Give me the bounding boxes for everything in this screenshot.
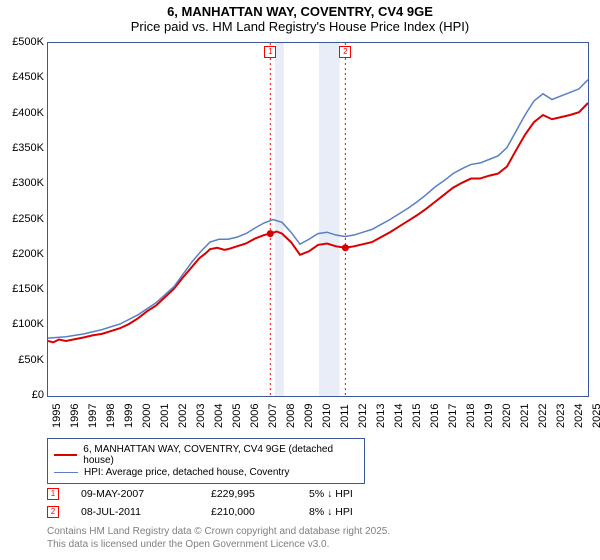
xtick-label: 1995 <box>51 404 63 428</box>
xtick-label: 2023 <box>555 404 567 428</box>
xtick-label: 2008 <box>285 404 297 428</box>
legend-swatch <box>54 454 77 456</box>
xtick-label: 2011 <box>339 404 351 428</box>
legend-swatch <box>54 472 78 473</box>
ytick-label: £0 <box>32 389 44 401</box>
ytick-label: £250K <box>12 213 44 225</box>
xtick-label: 2007 <box>267 404 279 428</box>
annotation-hpi: 8% ↓ HPI <box>309 506 353 518</box>
annotation-date: 08-JUL-2011 <box>81 506 211 518</box>
xtick-label: 2024 <box>573 404 585 428</box>
xtick-label: 2019 <box>483 404 495 428</box>
title-block: 6, MANHATTAN WAY, COVENTRY, CV4 9GE Pric… <box>0 0 600 34</box>
xtick-label: 2004 <box>213 404 225 428</box>
xtick-label: 1997 <box>87 404 99 428</box>
xtick-label: 2022 <box>537 404 549 428</box>
annotation-marker: 2 <box>47 506 59 518</box>
legend-row: HPI: Average price, detached house, Cove… <box>54 467 358 478</box>
legend-label: 6, MANHATTAN WAY, COVENTRY, CV4 9GE (det… <box>83 444 358 466</box>
footer-line1: Contains HM Land Registry data © Crown c… <box>47 526 390 539</box>
ytick-label: £150K <box>12 283 44 295</box>
xtick-label: 2002 <box>177 404 189 428</box>
chart-plot-area <box>47 42 589 397</box>
annotation-date: 09-MAY-2007 <box>81 488 211 500</box>
xtick-label: 2006 <box>249 404 261 428</box>
legend: 6, MANHATTAN WAY, COVENTRY, CV4 9GE (det… <box>47 438 365 484</box>
xtick-label: 2020 <box>501 404 513 428</box>
legend-label: HPI: Average price, detached house, Cove… <box>84 467 290 478</box>
ytick-label: £350K <box>12 142 44 154</box>
ytick-label: £300K <box>12 177 44 189</box>
vline-marker: 2 <box>339 46 351 58</box>
xtick-label: 2017 <box>447 404 459 428</box>
xtick-label: 2016 <box>429 404 441 428</box>
xtick-label: 2001 <box>159 404 171 428</box>
xtick-label: 2015 <box>411 404 423 428</box>
footer-line2: This data is licensed under the Open Gov… <box>47 539 390 552</box>
xtick-label: 2005 <box>231 404 243 428</box>
annotation-price: £229,995 <box>211 488 309 500</box>
xtick-label: 2000 <box>141 404 153 428</box>
xtick-label: 1999 <box>123 404 135 428</box>
vline-marker: 1 <box>264 46 276 58</box>
annotation-hpi: 5% ↓ HPI <box>309 488 353 500</box>
annotation-table: 1 09-MAY-2007£229,9955% ↓ HPI 2 08-JUL-2011… <box>47 485 353 521</box>
xtick-label: 1998 <box>105 404 117 428</box>
ytick-label: £200K <box>12 248 44 260</box>
ytick-label: £500K <box>12 36 44 48</box>
title-line2: Price paid vs. HM Land Registry's House … <box>0 19 600 34</box>
annotation-price: £210,000 <box>211 506 309 518</box>
xtick-label: 2010 <box>321 404 333 428</box>
xtick-label: 2012 <box>357 404 369 428</box>
chart-container: 6, MANHATTAN WAY, COVENTRY, CV4 9GE Pric… <box>0 0 600 560</box>
annotation-row: 2 08-JUL-2011£210,0008% ↓ HPI <box>47 503 353 521</box>
ytick-label: £400K <box>12 107 44 119</box>
chart-svg <box>48 43 588 396</box>
annotation-row: 1 09-MAY-2007£229,9955% ↓ HPI <box>47 485 353 503</box>
title-line1: 6, MANHATTAN WAY, COVENTRY, CV4 9GE <box>0 4 600 19</box>
xtick-label: 2013 <box>375 404 387 428</box>
ytick-label: £450K <box>12 71 44 83</box>
legend-row: 6, MANHATTAN WAY, COVENTRY, CV4 9GE (det… <box>54 444 358 466</box>
xtick-label: 1996 <box>69 404 81 428</box>
xtick-label: 2003 <box>195 404 207 428</box>
xtick-label: 2009 <box>303 404 315 428</box>
xtick-label: 2014 <box>393 404 405 428</box>
xtick-label: 2021 <box>519 404 531 428</box>
ytick-label: £50K <box>18 354 44 366</box>
footer: Contains HM Land Registry data © Crown c… <box>47 526 390 551</box>
xtick-label: 2018 <box>465 404 477 428</box>
xtick-label: 2025 <box>591 404 600 428</box>
annotation-marker: 1 <box>47 488 59 500</box>
ytick-label: £100K <box>12 318 44 330</box>
